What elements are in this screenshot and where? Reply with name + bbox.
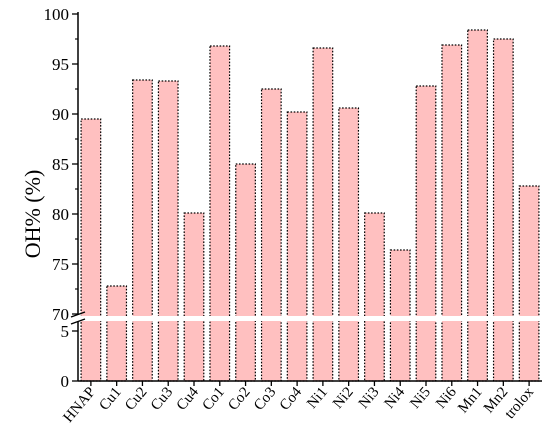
y-tick-label: 90 <box>52 105 69 124</box>
x-tick-label: Mn1 <box>455 384 485 416</box>
x-tick-label: Ni3 <box>356 384 383 412</box>
bar-ni1 <box>312 47 334 382</box>
x-tick-label: Ni4 <box>382 384 409 412</box>
x-tick-label: Ni5 <box>407 384 434 412</box>
y-tick-label: 85 <box>52 155 69 174</box>
y-tick-label: 0 <box>61 372 70 391</box>
y-tick-label: 5 <box>61 322 70 341</box>
bar-mn2 <box>492 38 514 382</box>
bar-co1 <box>209 45 231 382</box>
bar-ni3 <box>364 212 385 382</box>
y-axis-title: OH% (%) <box>20 170 45 259</box>
bar-trolox <box>518 185 540 382</box>
y-tick-label: 100 <box>44 5 70 24</box>
y-tick-label: 95 <box>52 55 69 74</box>
bar-ni6 <box>441 44 463 382</box>
bar-co3 <box>260 88 282 382</box>
bar-co2 <box>235 163 256 382</box>
bar-cu1 <box>106 285 128 382</box>
y-tick-label: 80 <box>52 205 69 224</box>
bar-co4 <box>286 111 308 382</box>
bar-cu4 <box>183 212 205 382</box>
x-tick-label: Cu2 <box>122 384 150 413</box>
x-tick-label: Co4 <box>277 384 306 414</box>
x-tick-label: Co3 <box>251 384 279 413</box>
x-tick-label: Co2 <box>225 384 253 413</box>
bar-ni5 <box>415 85 437 382</box>
x-tick-label: Cu1 <box>96 384 124 413</box>
x-tick-label: Ni2 <box>330 384 357 412</box>
y-tick-label: 70 <box>52 305 69 324</box>
ticks-group: 70 75 80 85 90 95 100 0 5 <box>44 5 530 391</box>
x-tick-label: Co1 <box>200 384 228 413</box>
x-tick-label: Ni1 <box>304 384 331 412</box>
y-tick-label: 75 <box>52 255 69 274</box>
bar-mn1 <box>467 29 488 382</box>
x-tick-label: Cu3 <box>148 384 176 413</box>
axis-break-mark <box>70 318 86 325</box>
axis-break-gap <box>70 316 544 321</box>
bar-ni2 <box>338 107 360 382</box>
x-tick-label: Cu4 <box>174 384 203 414</box>
bar-ni4 <box>389 249 411 382</box>
bars-group <box>80 29 540 382</box>
bar-cu3 <box>157 80 179 382</box>
bar-hnap <box>80 118 102 382</box>
bar-cu2 <box>132 79 153 382</box>
x-tick-label: trolox <box>502 384 538 422</box>
